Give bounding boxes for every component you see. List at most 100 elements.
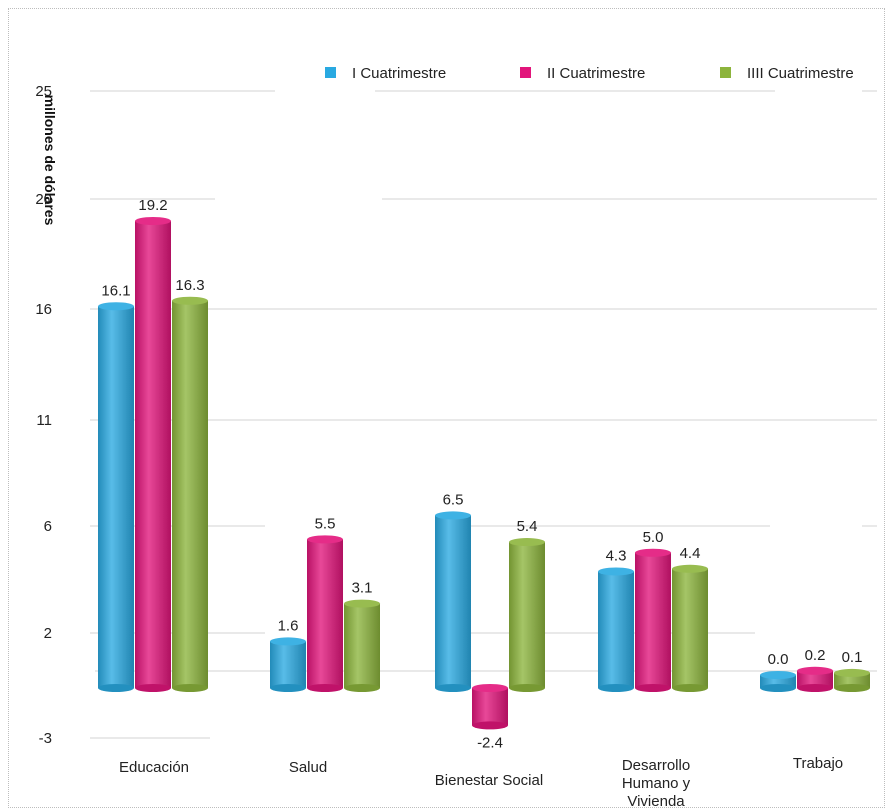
bar-base (472, 721, 508, 730)
bar (270, 637, 306, 692)
bar-cap (307, 535, 343, 544)
bar-cap (472, 684, 508, 692)
bar-body (172, 300, 208, 688)
bar (598, 567, 634, 692)
data-label: -2.4 (477, 734, 503, 751)
bar-cap (598, 567, 634, 576)
y-tick-label: 2 (44, 625, 52, 642)
data-label: 4.4 (680, 545, 701, 562)
category-label: Trabajo (793, 755, 843, 772)
bar-body (435, 515, 471, 688)
bar-cap (98, 302, 134, 311)
bar-cap (834, 668, 870, 677)
bar-body (98, 306, 134, 688)
bar-base (635, 684, 671, 692)
data-label: 3.1 (352, 580, 373, 597)
bar-base (672, 684, 708, 692)
data-label: 5.4 (517, 518, 538, 535)
legend-swatch (520, 67, 531, 78)
bar-base (135, 684, 171, 692)
bar-cap (135, 217, 171, 225)
bar-body (270, 641, 306, 688)
bar-cap (435, 511, 471, 520)
bar-cap (797, 666, 833, 675)
bar-body (635, 552, 671, 688)
bar-base (270, 684, 306, 692)
bar-base (98, 684, 134, 692)
data-label: 16.1 (101, 282, 130, 299)
bar-cap (344, 599, 380, 608)
data-label: 5.0 (643, 529, 664, 546)
y-tick-label: 6 (44, 518, 52, 535)
data-labels: 16.1 19.2 16.3 1.6 5.5 3.1 6.5 -2.4 5.4 4.3 5.0 4.4… (101, 197, 862, 751)
legend-item: IIII Cuatrimestre (720, 65, 854, 82)
bar-cap (760, 671, 796, 679)
bar (509, 538, 545, 692)
y-tick-label: 16 (35, 301, 52, 318)
bar-body (344, 603, 380, 688)
bar-cap (672, 564, 708, 573)
y-tick-label: 25 (35, 83, 52, 100)
bar-base (760, 684, 796, 692)
bar-body (834, 672, 870, 688)
bar (672, 564, 708, 692)
category-label: Bienestar Social (435, 772, 543, 789)
data-label: 19.2 (138, 197, 167, 214)
bar (344, 599, 380, 692)
data-label: 0.2 (805, 647, 826, 664)
bar-base (834, 684, 870, 692)
category-labels: Educación Salud Bienestar Social Desarrollo… (119, 755, 843, 809)
gridlines (90, 90, 877, 739)
y-tick-label: 11 (36, 412, 52, 429)
bar-cap (509, 538, 545, 547)
legend-label: I Cuatrimestre (352, 65, 446, 82)
bar-body (797, 670, 833, 688)
bar-body (598, 571, 634, 688)
category-label: Salud (289, 759, 327, 776)
bar (472, 684, 508, 730)
bar-body (472, 688, 508, 726)
bar (635, 548, 671, 692)
y-axis-ticks: 25 20 16 11 6 2 -3 (35, 83, 52, 747)
bar-base (598, 684, 634, 692)
bar (760, 671, 796, 692)
legend-label: IIII Cuatrimestre (747, 65, 854, 82)
bar (435, 511, 471, 692)
bar-body (135, 221, 171, 688)
bar (98, 302, 134, 692)
bar-cap (270, 637, 306, 646)
legend-item: II Cuatrimestre (520, 65, 645, 82)
bar-base (344, 684, 380, 692)
bar-cap (635, 548, 671, 557)
bar (797, 666, 833, 692)
data-label: 0.0 (768, 651, 789, 668)
legend-swatch (325, 67, 336, 78)
y-tick-label: -3 (39, 730, 52, 747)
legend: I Cuatrimestre II Cuatrimestre IIII Cuatri… (325, 65, 854, 82)
data-label: 6.5 (443, 491, 464, 508)
bar-base (509, 684, 545, 692)
category-label: Desarrollo Humano y Vivienda (622, 757, 691, 809)
bar-cap (172, 296, 208, 305)
bar-base (172, 684, 208, 692)
data-label: 5.5 (315, 515, 336, 532)
data-label: 1.6 (278, 617, 299, 634)
bar (172, 296, 208, 692)
category-label: Educación (119, 759, 189, 776)
data-label: 16.3 (175, 277, 204, 294)
bar-base (307, 684, 343, 692)
bar (135, 217, 171, 692)
data-label: 4.3 (606, 547, 627, 564)
bar-base (797, 684, 833, 692)
bar-body (672, 568, 708, 688)
y-tick-label: 20 (35, 191, 52, 208)
bar (834, 668, 870, 692)
bar-base (435, 684, 471, 692)
legend-item: I Cuatrimestre (325, 65, 446, 82)
bar-body (307, 539, 343, 688)
bars (98, 217, 870, 730)
legend-swatch (720, 67, 731, 78)
y-axis-label: millones de dólares (42, 95, 58, 226)
bar (307, 535, 343, 692)
